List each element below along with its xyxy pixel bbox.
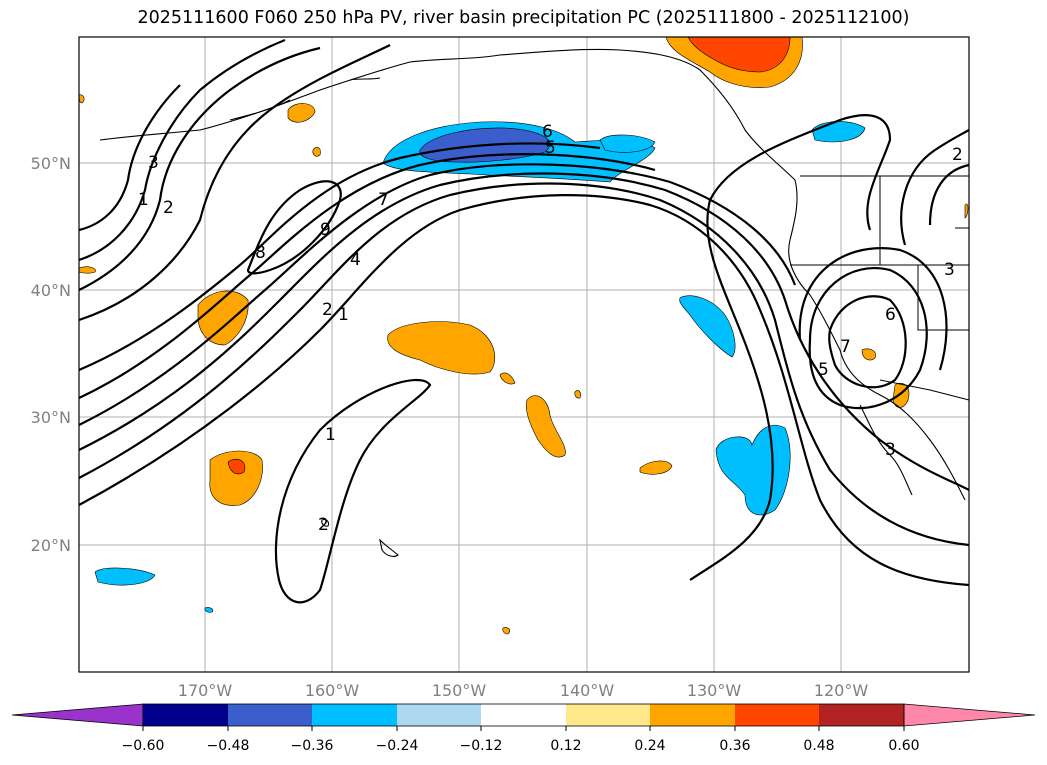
precip-blob (687, 36, 791, 73)
contour-label: 2 (163, 198, 174, 218)
precip-blob (964, 203, 969, 219)
contour-label: 1 (325, 425, 336, 445)
lon-label: 140°W (560, 681, 615, 700)
precip-blob (209, 450, 263, 506)
colorbar-segment (397, 704, 481, 726)
precip-blob (502, 627, 510, 635)
contour-label: 3 (148, 153, 159, 173)
precip-blob (94, 567, 156, 586)
colorbar-outline (142, 703, 905, 727)
precip-blob (639, 460, 673, 475)
colorbar-extend-low (11, 703, 144, 727)
pv-contours (78, 38, 970, 604)
positive-precip-regions (78, 36, 969, 635)
contour-label: 7 (378, 190, 389, 210)
contour-label: 1 (138, 190, 149, 210)
map-frame (78, 36, 970, 673)
precip-blob (387, 321, 496, 375)
contour-label: 6 (885, 305, 896, 325)
precip-blob (499, 372, 516, 385)
colorbar-tick-label: −0.12 (460, 738, 503, 754)
contour-label: 7 (840, 337, 851, 357)
lon-label: 130°W (687, 681, 742, 700)
latitude-axis: 50°N 40°N 30°N 20°N (31, 154, 71, 555)
colorbar-tick-label: 0.36 (719, 738, 750, 754)
map-panel: 6 5 7 4 2 1 9 8 3 2 1 1 2 6 7 5 3 3 2 (78, 36, 970, 673)
contour-label: 3 (944, 260, 955, 280)
contour-label: 5 (818, 360, 829, 380)
precip-blob (861, 348, 876, 361)
contour-label: 9 (320, 220, 331, 240)
map-title: 2025111600 F060 250 hPa PV, river basin … (137, 8, 910, 28)
precip-blob (312, 146, 321, 157)
lon-label: 160°W (305, 681, 360, 700)
colorbar-tick-label: 0.12 (550, 738, 581, 754)
lon-label: 120°W (814, 681, 869, 700)
colorbar-segment (819, 704, 904, 726)
precip-blob (679, 295, 736, 358)
lat-label: 50°N (31, 154, 71, 173)
colorbar-tick-label: −0.60 (122, 738, 165, 754)
precip-blob (227, 458, 246, 475)
colorbar-tick-label: −0.24 (376, 738, 419, 754)
contour-label: 4 (350, 250, 361, 270)
lat-label: 20°N (31, 536, 71, 555)
colorbar: −0.60 −0.48 −0.36 −0.24 −0.12 0.12 0.24 … (11, 703, 1036, 754)
colorbar-segment (228, 704, 312, 726)
longitude-axis: 170°W 160°W 150°W 140°W 130°W 120°W (178, 681, 869, 700)
colorbar-tick-label: −0.36 (291, 738, 334, 754)
colorbar-tick-label: 0.48 (803, 738, 834, 754)
contour-label: 2 (318, 515, 329, 535)
lat-label: 40°N (31, 281, 71, 300)
lon-label: 170°W (178, 681, 233, 700)
colorbar-extend-high (903, 703, 1036, 727)
precip-blob (525, 395, 566, 458)
precip-blob (287, 103, 316, 123)
contour-labels: 6 5 7 4 2 1 9 8 3 2 1 1 2 6 7 5 3 3 2 (138, 122, 963, 535)
contour-label: 5 (545, 138, 556, 158)
colorbar-tick-label: 0.60 (888, 738, 919, 754)
colorbar-segment (481, 704, 566, 726)
contour-label: 2 (952, 145, 963, 165)
colorbar-segment (312, 704, 397, 726)
colorbar-tick-label: 0.24 (634, 738, 665, 754)
contour-label: 8 (255, 243, 266, 263)
precip-blob (574, 390, 581, 399)
precip-blob (204, 607, 214, 613)
colorbar-ticks (142, 726, 905, 731)
precip-blob (599, 134, 656, 153)
contour-label: 2 (322, 300, 333, 320)
coastlines (99, 48, 966, 557)
contour-label: 3 (885, 440, 896, 460)
colorbar-segment (735, 704, 819, 726)
colorbar-segment (143, 704, 228, 726)
contour-label: 1 (338, 305, 349, 325)
lat-label: 30°N (31, 408, 71, 427)
precip-blob (197, 290, 249, 346)
political-borders (790, 175, 970, 401)
lon-label: 150°W (432, 681, 487, 700)
contour-label: 6 (542, 122, 553, 142)
precip-blob (78, 266, 96, 274)
colorbar-segment (566, 704, 650, 726)
colorbar-tick-label: −0.48 (207, 738, 250, 754)
colorbar-segment (650, 704, 735, 726)
